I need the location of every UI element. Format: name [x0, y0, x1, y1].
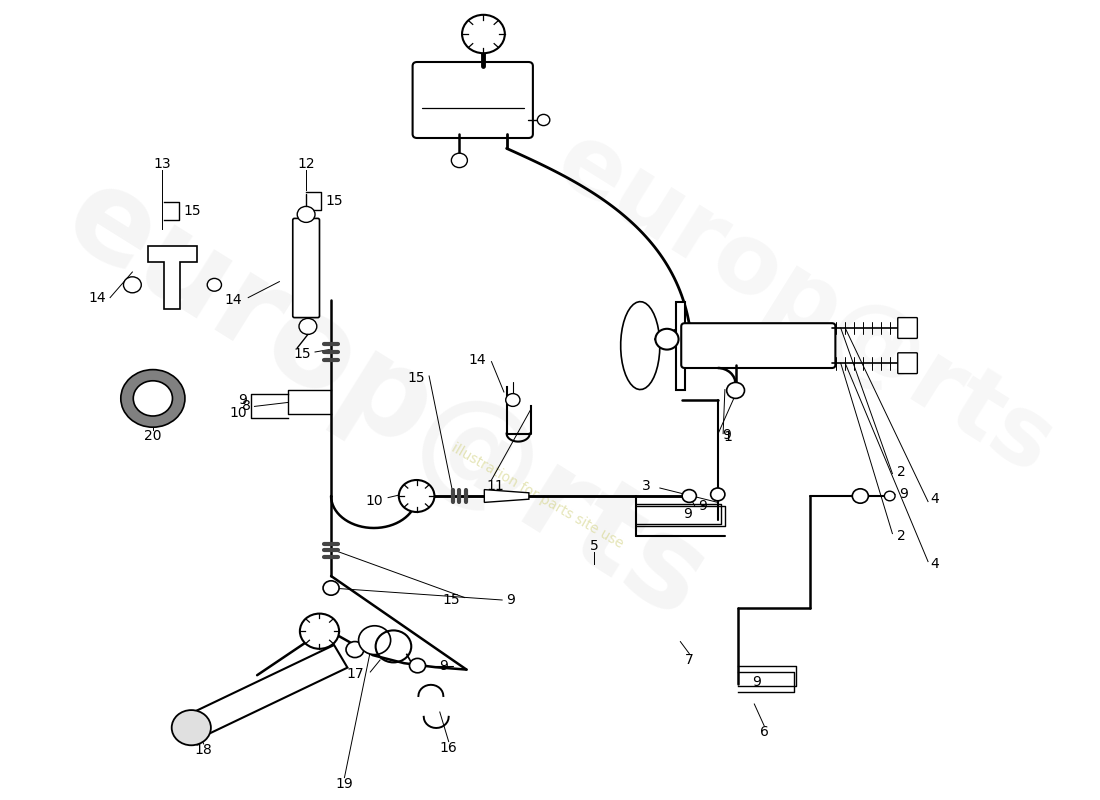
FancyBboxPatch shape: [293, 218, 319, 318]
Circle shape: [884, 491, 895, 501]
Text: 19: 19: [336, 777, 353, 791]
Polygon shape: [620, 302, 660, 390]
Text: 2: 2: [896, 529, 905, 543]
FancyBboxPatch shape: [898, 318, 917, 338]
FancyBboxPatch shape: [898, 353, 917, 374]
Text: 9: 9: [723, 428, 732, 442]
Text: 20: 20: [144, 429, 162, 443]
Circle shape: [409, 658, 426, 673]
Circle shape: [300, 614, 339, 649]
Text: 14: 14: [88, 290, 106, 305]
Text: 7: 7: [685, 653, 694, 667]
Text: europ@rts: europ@rts: [44, 155, 728, 645]
Text: 9: 9: [507, 593, 516, 607]
Text: 14: 14: [469, 353, 486, 367]
Text: 15: 15: [293, 346, 310, 361]
Text: 15: 15: [442, 593, 460, 607]
Text: 1: 1: [723, 430, 732, 444]
Circle shape: [299, 318, 317, 334]
Text: 15: 15: [184, 204, 201, 218]
Circle shape: [297, 206, 315, 222]
Circle shape: [172, 710, 211, 746]
Polygon shape: [185, 645, 348, 739]
Text: 9: 9: [439, 658, 448, 673]
Circle shape: [711, 488, 725, 501]
Text: 15: 15: [407, 370, 425, 385]
Circle shape: [346, 642, 364, 658]
Text: 10: 10: [365, 494, 383, 508]
Circle shape: [462, 14, 505, 53]
Circle shape: [207, 278, 221, 291]
Text: 6: 6: [760, 725, 769, 739]
Text: 10: 10: [230, 406, 248, 420]
Text: 18: 18: [195, 743, 212, 758]
Circle shape: [852, 489, 868, 503]
Text: 9: 9: [751, 674, 760, 689]
Text: 14: 14: [224, 293, 242, 307]
Circle shape: [506, 394, 520, 406]
Polygon shape: [148, 246, 197, 309]
Circle shape: [123, 277, 141, 293]
Circle shape: [323, 581, 339, 595]
Text: 9: 9: [900, 487, 909, 502]
Text: 8: 8: [242, 399, 251, 414]
Text: illustration for parts site use: illustration for parts site use: [450, 441, 626, 551]
Text: 15: 15: [326, 194, 343, 208]
Polygon shape: [675, 302, 685, 390]
Polygon shape: [484, 490, 529, 502]
Text: 3: 3: [642, 479, 651, 494]
Text: 16: 16: [440, 741, 458, 755]
Circle shape: [359, 626, 390, 654]
Text: 4: 4: [930, 557, 938, 571]
Circle shape: [537, 114, 550, 126]
Text: 12: 12: [297, 157, 315, 171]
FancyBboxPatch shape: [412, 62, 532, 138]
Circle shape: [451, 153, 468, 168]
Text: 13: 13: [153, 157, 170, 171]
Text: 9: 9: [239, 393, 248, 407]
Wedge shape: [121, 370, 185, 427]
Text: 2: 2: [896, 465, 905, 479]
Text: 9: 9: [698, 498, 707, 513]
Circle shape: [399, 480, 435, 512]
Text: 9: 9: [683, 506, 692, 521]
FancyBboxPatch shape: [681, 323, 835, 368]
Text: 4: 4: [930, 492, 938, 506]
Text: europ@rts: europ@rts: [539, 114, 1071, 494]
Circle shape: [656, 329, 679, 350]
Circle shape: [682, 490, 696, 502]
Text: 11: 11: [486, 478, 504, 493]
Text: 5: 5: [590, 538, 598, 553]
Circle shape: [727, 382, 745, 398]
Text: 17: 17: [346, 666, 364, 681]
